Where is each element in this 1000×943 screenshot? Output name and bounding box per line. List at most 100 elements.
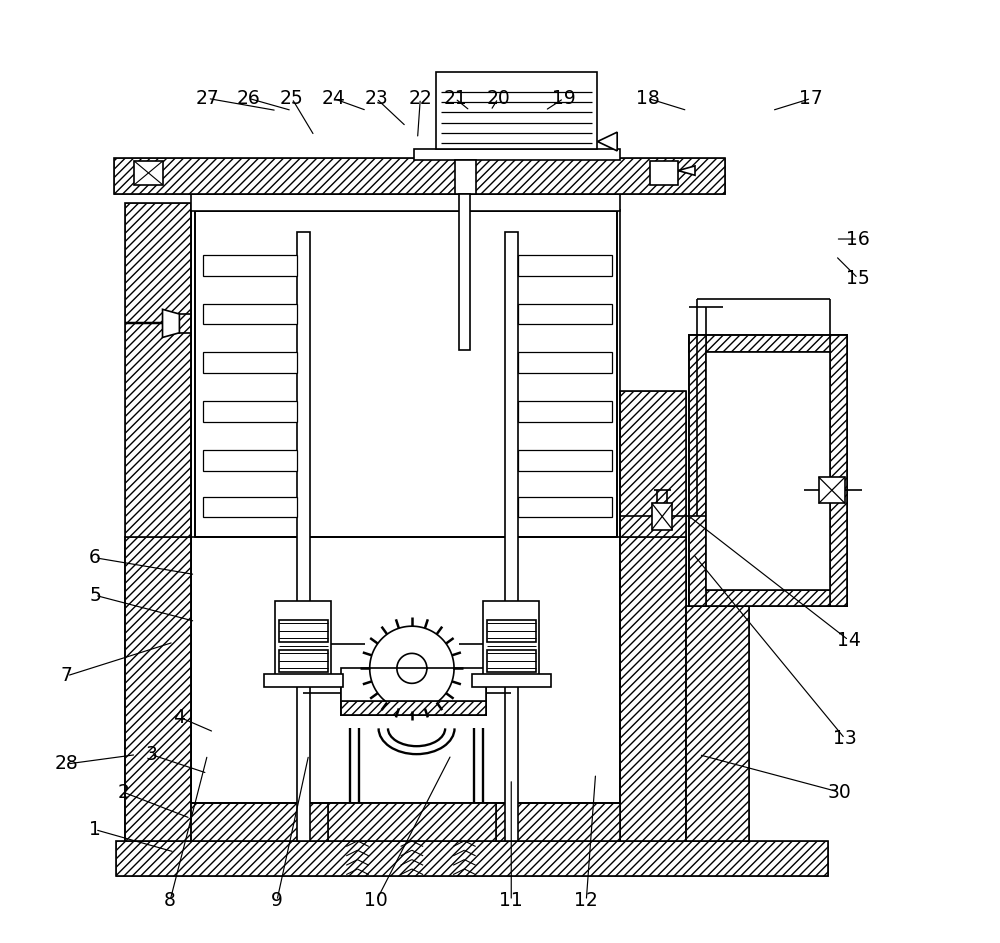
Text: 16: 16 (846, 229, 870, 249)
Bar (459, 194, 470, 350)
Text: 21: 21 (443, 89, 467, 108)
Bar (620, 391, 686, 841)
Bar (125, 538, 191, 841)
Bar (114, 158, 725, 194)
Bar (706, 352, 830, 589)
Bar (689, 335, 847, 606)
Bar (203, 255, 297, 275)
Bar (455, 160, 476, 194)
Bar (487, 650, 536, 672)
Text: 18: 18 (636, 89, 660, 108)
Bar (279, 620, 328, 642)
Bar (341, 686, 486, 715)
Bar (689, 589, 847, 606)
Text: 27: 27 (196, 89, 219, 108)
Bar (203, 353, 297, 373)
Bar (203, 497, 297, 518)
Bar (472, 803, 620, 841)
Text: 14: 14 (837, 631, 861, 650)
Bar (689, 335, 847, 352)
Bar (518, 255, 612, 275)
Text: 12: 12 (574, 891, 598, 910)
Bar (279, 650, 328, 672)
Text: 17: 17 (799, 89, 823, 108)
Bar (191, 803, 348, 841)
Bar (518, 304, 612, 324)
Bar (620, 391, 686, 841)
Bar (191, 803, 620, 841)
Text: 26: 26 (237, 89, 261, 108)
Bar (518, 353, 612, 373)
Bar (191, 803, 620, 841)
Bar (341, 686, 486, 715)
Bar (472, 674, 551, 687)
Text: 28: 28 (55, 754, 79, 773)
Text: 2: 2 (117, 783, 129, 802)
Text: 20: 20 (486, 89, 510, 108)
Bar (203, 450, 297, 471)
Bar (191, 803, 348, 841)
Bar (203, 401, 297, 422)
Text: 25: 25 (280, 89, 304, 108)
Text: 30: 30 (827, 783, 851, 802)
Bar (819, 477, 845, 504)
Text: 1: 1 (89, 820, 101, 839)
Text: 23: 23 (364, 89, 388, 108)
Bar (689, 335, 706, 606)
Bar (689, 589, 847, 606)
Text: 3: 3 (145, 745, 157, 764)
Bar (341, 702, 486, 715)
Bar (125, 204, 191, 841)
Bar (414, 149, 620, 160)
Text: 22: 22 (408, 89, 432, 108)
Bar (203, 304, 297, 324)
Bar (116, 841, 828, 876)
Bar (620, 538, 686, 841)
Bar (830, 335, 847, 606)
Text: 6: 6 (89, 548, 101, 568)
Bar (689, 335, 706, 606)
Bar (328, 803, 496, 841)
Bar (518, 450, 612, 471)
Bar (650, 161, 678, 185)
Bar (518, 497, 612, 518)
Bar (134, 161, 163, 185)
Bar (275, 601, 331, 676)
Bar (830, 335, 847, 606)
Text: 15: 15 (846, 269, 870, 288)
Bar (686, 606, 749, 841)
Text: 9: 9 (271, 891, 283, 910)
Text: 8: 8 (164, 891, 176, 910)
Bar (264, 674, 343, 687)
Bar (341, 702, 486, 715)
Bar (518, 401, 612, 422)
Bar (706, 352, 830, 589)
Text: 24: 24 (321, 89, 345, 108)
Polygon shape (678, 166, 695, 175)
Bar (191, 194, 620, 211)
Polygon shape (163, 309, 179, 338)
Text: 7: 7 (61, 667, 73, 686)
Bar (114, 158, 725, 194)
Bar (116, 841, 828, 876)
Bar (436, 73, 597, 149)
Text: 4: 4 (173, 707, 185, 727)
Bar (328, 803, 496, 841)
Text: 19: 19 (552, 89, 576, 108)
Bar (652, 504, 672, 530)
Bar (297, 232, 310, 841)
Bar (483, 601, 539, 676)
Text: 10: 10 (364, 891, 388, 910)
Bar (689, 335, 847, 352)
Bar (505, 232, 518, 841)
Bar (125, 538, 191, 841)
Bar (125, 204, 191, 841)
Text: 5: 5 (89, 586, 101, 604)
Bar (487, 620, 536, 642)
Text: 11: 11 (499, 891, 523, 910)
Bar (341, 669, 486, 715)
Text: 13: 13 (833, 729, 857, 748)
Bar (686, 606, 749, 841)
Polygon shape (597, 132, 617, 151)
Bar (472, 803, 620, 841)
